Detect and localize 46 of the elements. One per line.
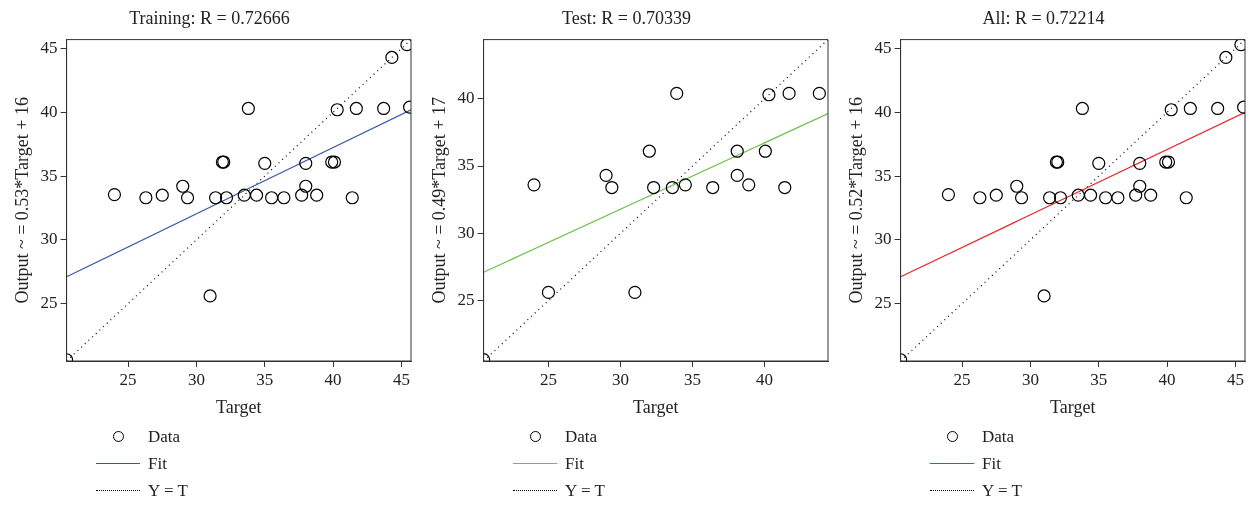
x-tick-label: 45 <box>392 369 410 389</box>
y-tick-label: 40 <box>874 101 892 121</box>
legend-label: Fit <box>148 453 167 474</box>
x-tick-label: 30 <box>187 369 205 389</box>
y-axis-title: Output ~ = 0.53*Target + 16 <box>11 97 32 304</box>
y-tick-label: 40 <box>457 88 475 108</box>
y-tick-label: 25 <box>457 289 475 309</box>
x-tick-label: 45 <box>1226 369 1244 389</box>
x-axis-title: Target <box>1050 396 1096 417</box>
y-tick-label: 25 <box>874 293 892 313</box>
legend-label: Y = T <box>982 480 1022 501</box>
y-tick-label: 45 <box>40 38 58 57</box>
legend-label: Data <box>982 426 1015 447</box>
y-axis-title: Output ~ = 0.49*Target + 17 <box>428 97 449 304</box>
y-tick-label: 40 <box>40 101 58 121</box>
legend-label: Fit <box>982 453 1001 474</box>
x-tick-label: 25 <box>953 369 971 389</box>
legend-label: Fit <box>565 453 584 474</box>
x-axis-title: Target <box>216 396 262 417</box>
x-tick-label: 40 <box>756 369 774 389</box>
y-tick-label: 35 <box>40 165 58 185</box>
legend-label: Data <box>148 426 181 447</box>
x-tick-label: 40 <box>1158 369 1176 389</box>
y-tick-label: 25 <box>40 293 58 313</box>
x-tick-label: 35 <box>1090 369 1108 389</box>
x-tick-label: 30 <box>1021 369 1039 389</box>
x-tick-label: 35 <box>256 369 274 389</box>
x-tick-label: 25 <box>119 369 137 389</box>
legend-label: Y = T <box>148 480 188 501</box>
chart-title: All: R = 0.72214 <box>982 7 1105 28</box>
y-tick-label: 30 <box>874 229 892 249</box>
y-tick-label: 30 <box>40 229 58 249</box>
y-axis-title: Output ~ = 0.52*Target + 16 <box>845 97 866 304</box>
y-tick-label: 35 <box>874 165 892 185</box>
y-tick-label: 45 <box>874 38 892 57</box>
x-tick-label: 25 <box>539 369 557 389</box>
legend-label: Y = T <box>565 480 605 501</box>
chart-title: Training: R = 0.72666 <box>129 7 290 28</box>
x-tick-label: 40 <box>324 369 342 389</box>
x-tick-label: 30 <box>612 369 629 389</box>
y-tick-label: 35 <box>457 155 475 175</box>
chart-title: Test: R = 0.70339 <box>562 7 691 28</box>
legend-label: Data <box>565 426 598 447</box>
x-axis-title: Target <box>633 396 679 417</box>
y-tick-label: 30 <box>457 222 475 242</box>
x-tick-label: 35 <box>684 369 702 389</box>
